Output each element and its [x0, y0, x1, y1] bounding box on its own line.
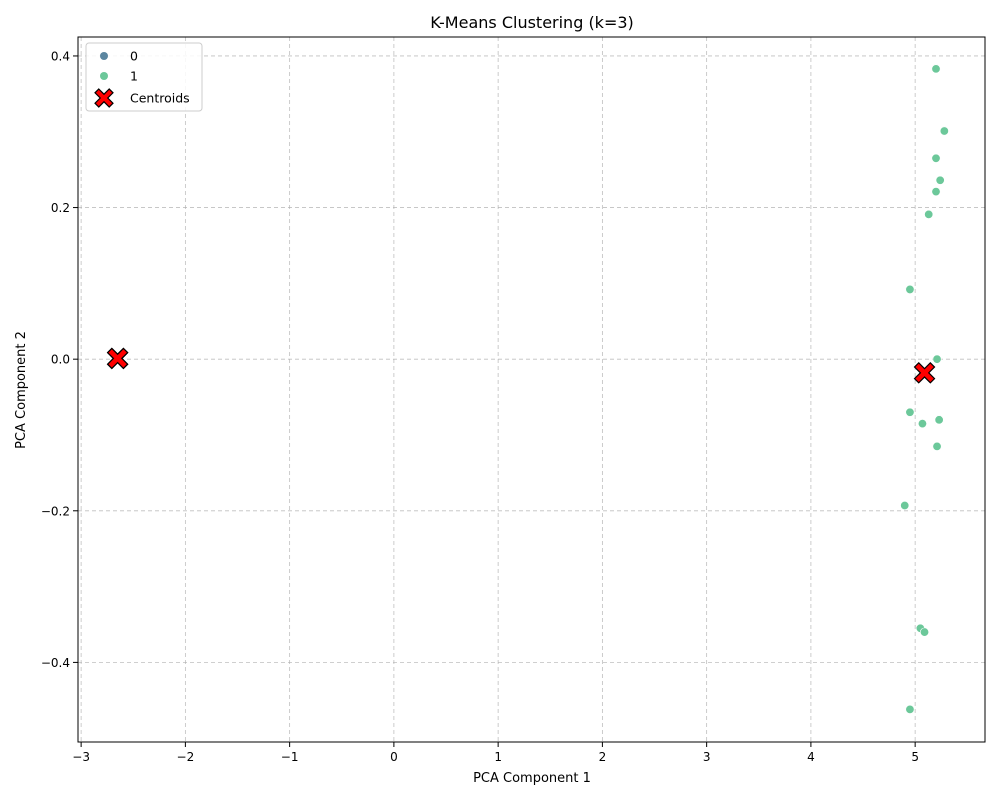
x-tick-label: −2: [177, 750, 195, 764]
data-point-series-1: [935, 175, 945, 185]
x-tick-label: 0: [390, 750, 398, 764]
data-point-series-1: [905, 704, 915, 714]
data-point-series-1: [905, 407, 915, 417]
x-axis-label: PCA Component 1: [473, 771, 591, 786]
centroid-marker: [913, 361, 936, 384]
legend-box: [85, 42, 203, 112]
data-point-series-1: [924, 209, 934, 219]
chart-title: K-Means Clustering (k=3): [430, 13, 634, 32]
x-tick-label: 4: [807, 750, 815, 764]
centroid-marker: [106, 347, 129, 370]
data-point-series-1: [931, 187, 941, 197]
legend-label-series-0: 0: [130, 49, 138, 64]
data-point-series-1: [920, 627, 930, 637]
x-tick-label: 5: [911, 750, 919, 764]
y-tick-label: −0.2: [41, 504, 70, 518]
plot-frame: [77, 36, 986, 743]
data-point-series-1: [931, 153, 941, 163]
y-tick-label: 0.2: [51, 201, 70, 215]
data-point-series-1: [931, 64, 941, 74]
y-axis-label: PCA Component 2: [14, 331, 29, 449]
legend: 0 1 Centroids: [85, 42, 203, 112]
grid-layer: [78, 37, 985, 742]
data-point-series-1: [939, 126, 949, 136]
x-tick-label: 1: [494, 750, 502, 764]
points-layer: [900, 64, 949, 714]
data-point-series-1: [934, 415, 944, 425]
legend-label-centroids: Centroids: [130, 91, 190, 106]
x-tick-label: 2: [599, 750, 607, 764]
x-tick-label: 3: [703, 750, 711, 764]
centroid-layer: [106, 347, 936, 384]
legend-marker-centroids: [94, 88, 114, 108]
centroid-legend-x-icon: [94, 88, 114, 108]
x-tick-label: −1: [281, 750, 299, 764]
data-point-series-1: [932, 441, 942, 451]
legend-marker-series-1: [100, 72, 108, 80]
data-point-series-1: [905, 284, 915, 294]
legend-marker-series-0: [100, 52, 108, 60]
ticks-layer: −3 −2 −1 0 1 2 3 4 5 −0.4 −0.2 0.0 0.2 0.4: [41, 49, 919, 764]
x-tick-label: −3: [72, 750, 90, 764]
data-point-series-1: [900, 500, 910, 510]
data-point-series-1: [917, 419, 927, 429]
legend-label-series-1: 1: [130, 69, 138, 84]
y-tick-label: 0.4: [51, 49, 70, 63]
y-tick-label: 0.0: [51, 353, 70, 367]
data-point-series-1: [932, 354, 942, 364]
y-tick-label: −0.4: [41, 656, 70, 670]
